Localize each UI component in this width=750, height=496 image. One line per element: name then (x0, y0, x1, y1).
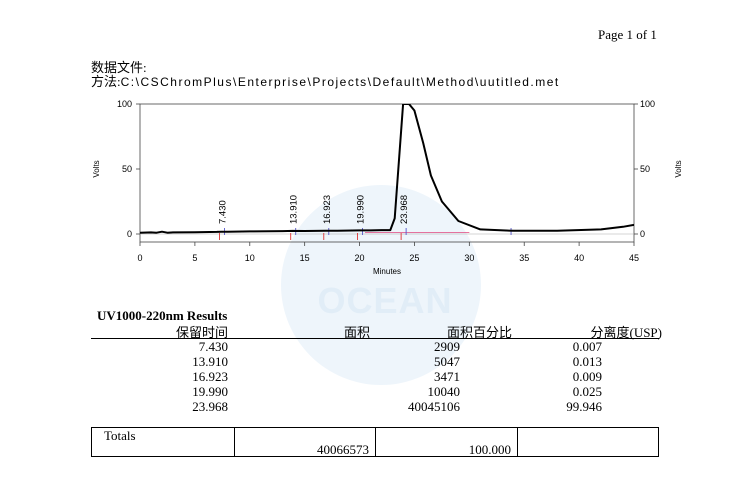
y-tick-label: 50 (122, 164, 132, 174)
cell-retention-time: 16.923 (192, 369, 228, 384)
x-tick-label: 45 (629, 253, 639, 263)
x-tick-label: 40 (574, 253, 584, 263)
cell-retention-time: 23.968 (192, 399, 228, 414)
plot-frame (139, 103, 635, 243)
totals-box (91, 427, 659, 457)
y-tick-label-right: 0 (640, 229, 645, 239)
totals-cell-area (234, 428, 376, 456)
column-header-area-percent: 面积百分比 (446, 325, 512, 340)
y-tick-label-right: 50 (640, 164, 650, 174)
watermark-circle (281, 185, 481, 385)
method-path: C:\CSChromPlus\Enterprise\Projects\Defau… (120, 75, 560, 89)
y-axis-label: Volts (92, 160, 101, 177)
cell-area-percent: 0.025 (572, 384, 602, 399)
y-tick-label-right: 100 (640, 99, 655, 109)
page-number: Page 1 of 1 (598, 27, 657, 42)
table-row: 7.430 2909 0.007 (91, 339, 659, 354)
x-tick-label: 10 (245, 253, 255, 263)
cell-area: 2909 (434, 339, 460, 354)
column-header-resolution: 分离度(USP) (590, 325, 662, 340)
x-tick-label: 5 (192, 253, 197, 263)
x-axis-label: Minutes (373, 267, 401, 276)
header-rule (91, 338, 659, 339)
cell-area-percent: 0.009 (572, 369, 602, 384)
peak-label: 19.990 (355, 195, 366, 224)
cell-area: 3471 (434, 369, 460, 384)
column-header-retention-time: 保留时间 (175, 325, 228, 340)
x-tick-label: 30 (464, 253, 474, 263)
totals-percent: 100.000 (468, 442, 511, 457)
chromatogram-trace (140, 104, 634, 234)
peak-label: 16.923 (322, 195, 333, 224)
data-file-label: 数据文件: (91, 60, 147, 75)
cell-area-percent: 0.013 (572, 354, 602, 369)
cell-area: 40045106 (408, 399, 460, 414)
method-label: 方法: (91, 74, 121, 89)
cell-retention-time: 7.430 (198, 339, 228, 354)
column-header-area: 面积 (343, 325, 370, 340)
x-tick-label: 25 (409, 253, 419, 263)
totals-cell-label (92, 428, 235, 456)
totals-area: 40066573 (317, 442, 369, 457)
watermark-text: OCEAN (317, 280, 453, 321)
peak-label: 13.910 (289, 195, 300, 224)
y-axis-label-right: Volts (674, 160, 683, 177)
cell-area-percent: 0.007 (572, 339, 602, 354)
table-row: 16.923 3471 0.009 (91, 369, 659, 384)
chromatogram-chart: 0 5 10 15 20 25 30 35 40 45 Minutes 0 50 100 0 50 100 Vol… (92, 99, 683, 276)
x-tick-label: 0 (137, 253, 142, 263)
results-title: UV1000-220nm Results (97, 308, 228, 323)
cell-area: 10040 (427, 384, 461, 399)
x-tick-label: 20 (355, 253, 365, 263)
method-line: 方法:C:\CSChromPlus\Enterprise\Projects\De… (91, 71, 560, 90)
y-tick-label: 100 (117, 99, 132, 109)
table-row: 13.910 5047 0.013 (91, 354, 659, 369)
cell-retention-time: 13.910 (192, 354, 228, 369)
cell-area-percent: 99.946 (566, 399, 602, 414)
totals-cell-percent (375, 428, 518, 456)
peak-label: 23.968 (399, 195, 410, 224)
table-row: 23.968 40045106 99.946 (91, 399, 659, 414)
totals-label: Totals (104, 428, 136, 443)
x-tick-label: 35 (519, 253, 529, 263)
cell-area: 5047 (434, 354, 460, 369)
cell-retention-time: 19.990 (192, 384, 228, 399)
x-tick-label: 15 (300, 253, 310, 263)
table-row: 19.990 10040 0.025 (91, 384, 659, 399)
y-tick-label: 0 (127, 229, 132, 239)
peak-label: 7.430 (218, 200, 229, 224)
